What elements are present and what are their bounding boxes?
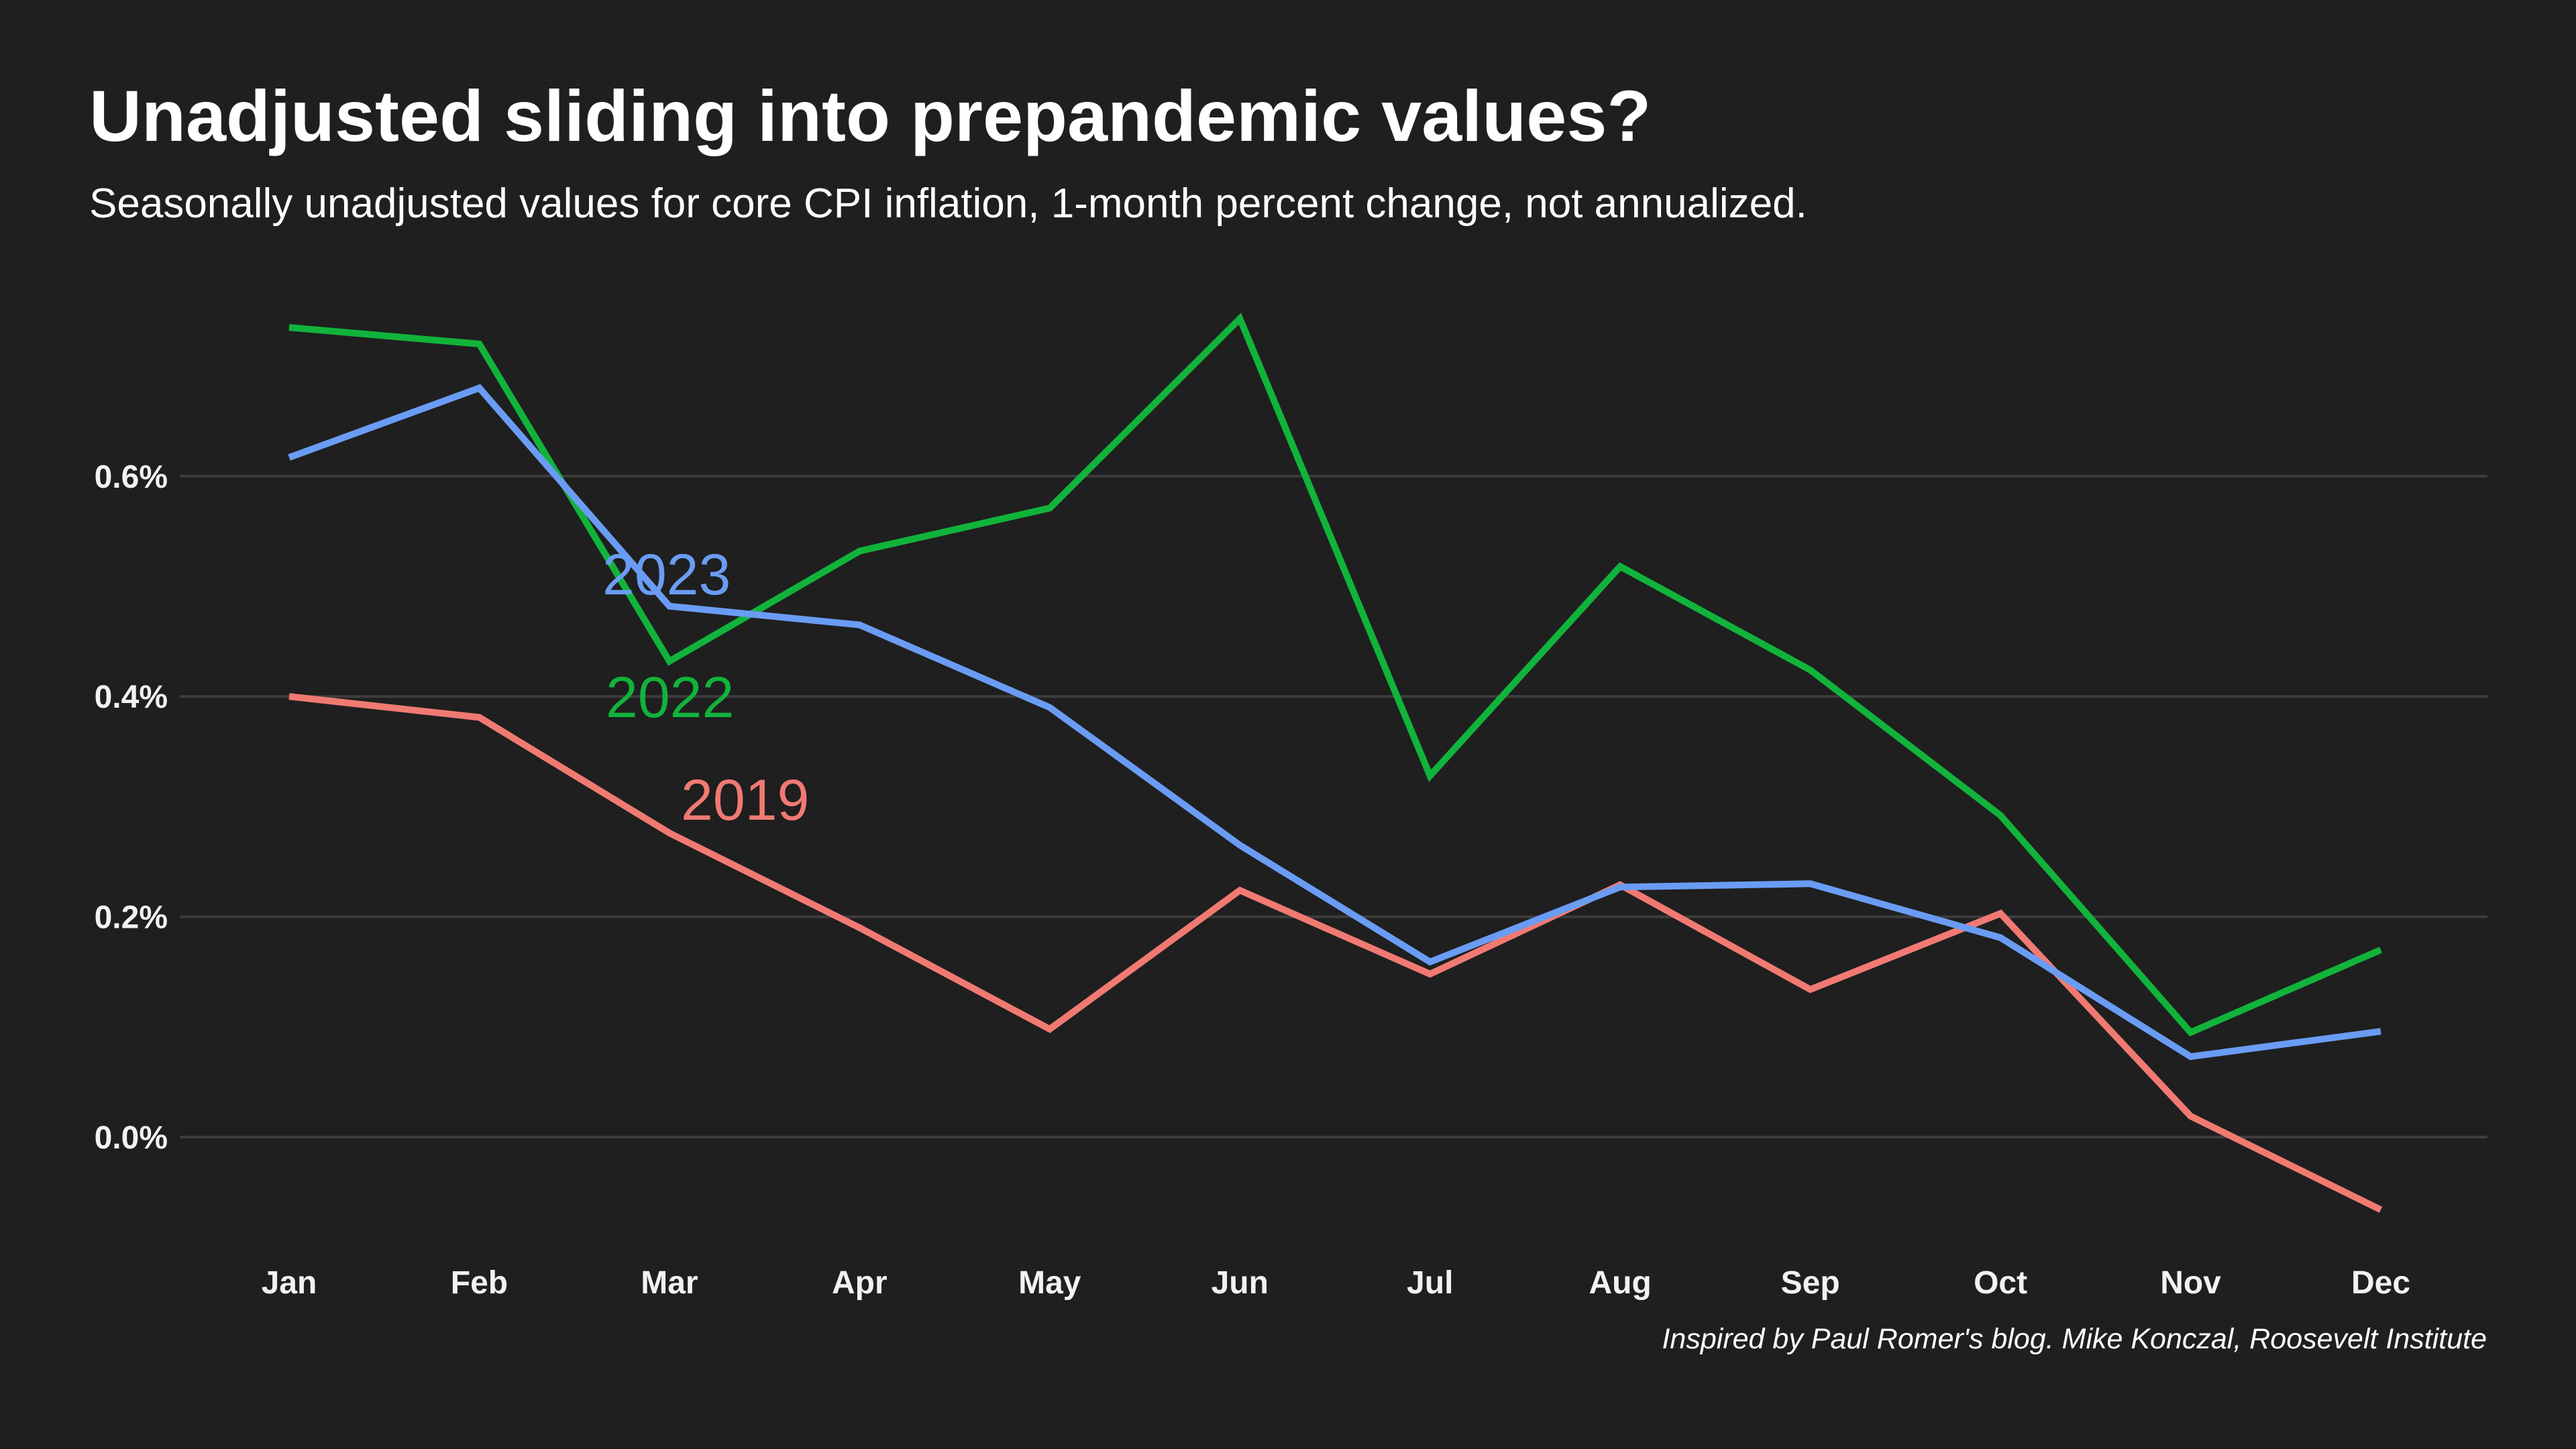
x-tick-label: Aug [1589,1265,1652,1301]
y-tick-label: 0.2% [95,900,168,936]
x-tick-label: Oct [1974,1265,2027,1301]
series-labels: 2023 2022 2019 [602,543,809,833]
x-tick-label: Apr [832,1265,888,1301]
x-tick-label: Jul [1407,1265,1453,1301]
series-label-2023: 2023 [602,543,731,607]
y-tick-label: 0.4% [95,680,168,715]
chart-subtitle: Seasonally unadjusted values for core CP… [89,180,1807,227]
series-label-2019: 2019 [681,768,809,833]
y-tick-label: 0.6% [95,460,168,495]
source-caption: Inspired by Paul Romer's blog. Mike Konc… [1662,1323,2487,1355]
series-line-2022 [288,313,2382,1037]
series-label-2022: 2022 [606,665,734,730]
series-line-2023 [288,384,2381,1061]
chart-title: Unadjusted sliding into prepandemic valu… [89,75,1652,156]
x-tick-label: Mar [641,1265,698,1301]
y-axis-tick-labels: 0.0% 0.2% 0.4% 0.6% [95,460,168,1156]
series-line-2019 [288,693,2383,1213]
x-tick-label: Dec [2351,1265,2410,1301]
gridlines [180,474,2487,1138]
x-axis-tick-labels: Jan Feb Mar Apr May Jun Jul Aug Sep Oct Nov Dec [262,1265,2410,1301]
series-lines [288,313,2383,1213]
x-tick-label: Nov [2160,1265,2221,1301]
x-tick-label: Feb [451,1265,508,1301]
y-tick-label: 0.0% [95,1120,168,1156]
x-tick-label: Jan [262,1265,317,1301]
x-tick-label: Jun [1212,1265,1269,1301]
x-tick-label: May [1018,1265,1081,1301]
x-tick-label: Sep [1781,1265,1840,1301]
